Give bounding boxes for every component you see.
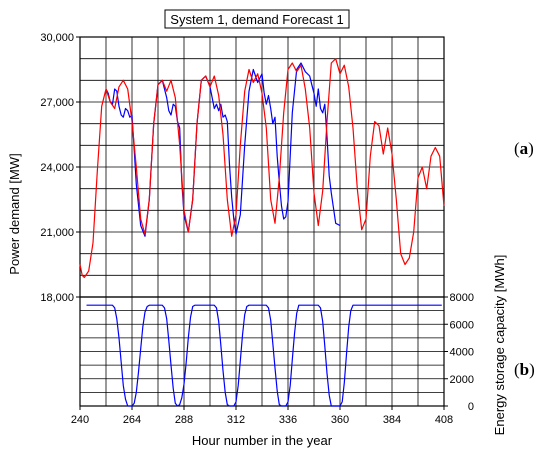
y-tick-label: 6000 xyxy=(450,319,474,331)
panel-b-storage: 0 2000 4000 6000 8000 240 264 288 312 336 360 384 40… xyxy=(71,255,535,448)
panel-a-y-axis-label: Power demand [MW] xyxy=(7,153,22,274)
chart-title: System 1, demand Forecast 1 xyxy=(170,12,343,27)
red-demand-line xyxy=(79,58,445,279)
chart-title-box xyxy=(164,9,350,29)
x-tick-label: 408 xyxy=(435,414,453,426)
x-tick-label: 336 xyxy=(279,414,297,426)
panel-b-label: (b) xyxy=(514,360,535,379)
panel-a-label: (a) xyxy=(514,139,534,158)
y-tick-label: 30,000 xyxy=(40,32,74,44)
x-tick-label: 288 xyxy=(175,414,193,426)
x-axis-label: Hour number in the year xyxy=(192,433,333,448)
panel-b-grid xyxy=(80,297,444,406)
y-tick-label: 21,000 xyxy=(40,227,74,239)
panel-a-series xyxy=(79,58,445,279)
y-tick-label: 0 xyxy=(468,401,474,413)
storage-capacity-line xyxy=(86,304,442,407)
x-tick-label: 360 xyxy=(331,414,349,426)
y-tick-label: 2000 xyxy=(450,374,474,386)
panel-b-series xyxy=(86,304,442,407)
panel-a-y-ticks: 18,000 21,000 24,000 27,000 30,000 xyxy=(40,32,80,304)
panel-a-demand: 18,000 21,000 24,000 27,000 30,000 Power dem… xyxy=(7,32,534,304)
x-tick-label: 264 xyxy=(123,414,141,426)
panel-b-y-axis-label: Energy storage capacity [MWh] xyxy=(492,255,507,436)
x-tick-label: 240 xyxy=(71,414,89,426)
y-tick-label: 24,000 xyxy=(40,162,74,174)
panel-a-grid xyxy=(80,37,444,297)
x-tick-label: 312 xyxy=(227,414,245,426)
y-tick-label: 27,000 xyxy=(40,97,74,109)
y-tick-label: 18,000 xyxy=(40,292,74,304)
x-tick-label: 384 xyxy=(383,414,401,426)
blue-demand-line xyxy=(105,62,341,237)
panel-b-ticks: 0 2000 4000 6000 8000 240 264 288 312 336 360 384 40… xyxy=(71,292,474,426)
y-tick-label: 8000 xyxy=(450,292,474,304)
y-tick-label: 4000 xyxy=(450,347,474,359)
